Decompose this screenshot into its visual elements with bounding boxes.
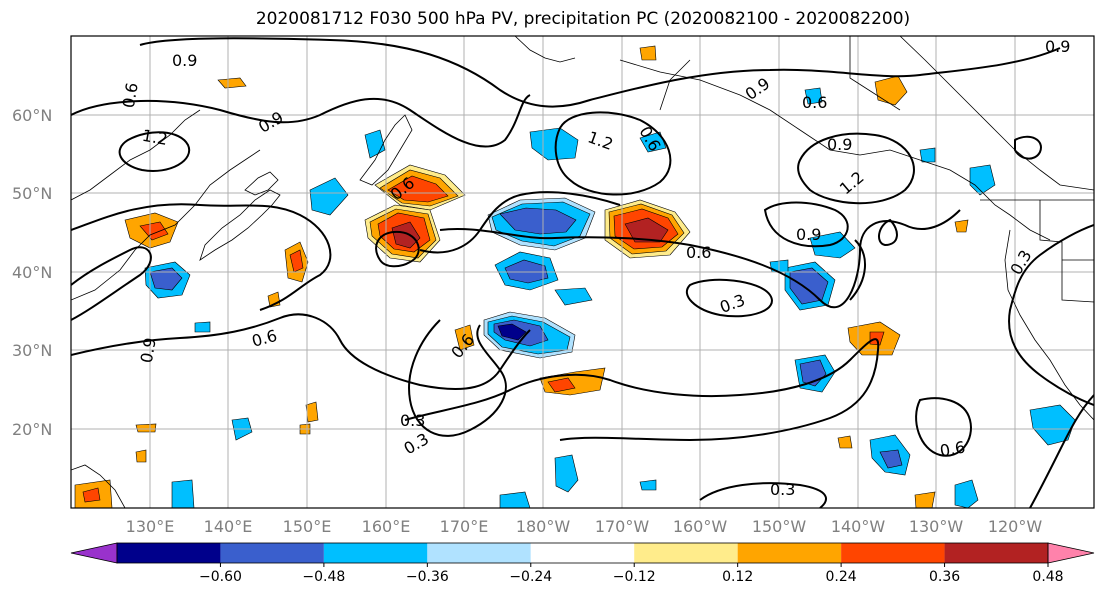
contour-label: 0.6 xyxy=(686,243,711,262)
latitude-labels: 60°N 50°N 40°N 30°N 20°N xyxy=(12,106,52,439)
map-frame xyxy=(70,35,1095,509)
pv-contours xyxy=(71,37,1094,508)
lon-label: 140°E xyxy=(204,517,253,536)
lon-label: 170°E xyxy=(440,517,489,536)
lon-label: 160°E xyxy=(362,517,411,536)
lon-label: 160°W xyxy=(673,517,728,536)
colorbar-extend-low xyxy=(70,542,118,564)
lon-label: 170°W xyxy=(595,517,650,536)
colorbar-swatch xyxy=(737,543,842,563)
colorbar-frame xyxy=(116,542,1049,564)
colorbar-swatch xyxy=(944,543,1048,563)
contour-label: 0.6 xyxy=(119,81,142,109)
colorbar-tick-label: 0.36 xyxy=(929,569,960,585)
contour-label: 0.9 xyxy=(796,225,821,244)
lon-label: 130°E xyxy=(126,517,175,536)
colorbar-swatch xyxy=(323,543,428,563)
colorbar-swatch xyxy=(220,543,324,563)
contour-label: 0.9 xyxy=(137,336,160,364)
colorbar-swatch xyxy=(841,543,945,563)
colorbar-tick-label: 0.24 xyxy=(826,569,857,585)
colorbar-tick-label: 0.12 xyxy=(722,569,753,585)
lon-label: 180°W xyxy=(516,517,571,536)
colorbar-extend-high xyxy=(1047,542,1095,564)
political-borders xyxy=(849,36,1094,303)
colorbar-tick-label: −0.24 xyxy=(509,569,552,585)
colorbar-tick-label: −0.48 xyxy=(302,569,345,585)
lon-label: 120°W xyxy=(988,517,1043,536)
lon-label: 140°W xyxy=(831,517,886,536)
contour-label: 0.9 xyxy=(1045,37,1070,56)
colorbar-labels: −0.60 −0.48 −0.36 −0.24 −0.12 0.12 0.24 0.36 0.4… xyxy=(199,563,1064,585)
contour-label: 1.2 xyxy=(141,126,169,149)
figure-title: 2020081712 F030 500 hPa PV, precipitatio… xyxy=(255,9,911,29)
contour-label: 0.6 xyxy=(938,437,966,460)
lon-label: 130°W xyxy=(909,517,964,536)
colorbar-swatch xyxy=(117,543,221,563)
lon-label: 150°E xyxy=(283,517,332,536)
coastlines xyxy=(71,36,1094,508)
contour-label: 0.6 xyxy=(802,93,827,112)
colorbar xyxy=(70,542,1095,564)
contour-label: 0.3 xyxy=(770,480,795,499)
colorbar-swatch xyxy=(634,543,738,563)
lat-label: 40°N xyxy=(12,263,52,282)
colorbar-tick-label: 0.48 xyxy=(1032,569,1063,585)
longitude-labels: 130°E 140°E 150°E 160°E 170°E 180°W 170°… xyxy=(126,517,1043,536)
colorbar-tick-label: −0.36 xyxy=(406,569,449,585)
colorbar-swatch xyxy=(427,543,531,563)
colorbar-tick-label: −0.12 xyxy=(613,569,656,585)
colorbar-swatch xyxy=(530,543,635,563)
lon-label: 150°W xyxy=(752,517,807,536)
contour-label: 0.3 xyxy=(400,411,425,430)
lat-label: 60°N xyxy=(12,106,52,125)
contour-label: 0.9 xyxy=(827,135,852,154)
colorbar-tick-label: −0.60 xyxy=(199,569,242,585)
lat-label: 30°N xyxy=(12,341,52,360)
lat-label: 20°N xyxy=(12,420,52,439)
lat-label: 50°N xyxy=(12,184,52,203)
contour-label: 0.9 xyxy=(172,51,197,70)
